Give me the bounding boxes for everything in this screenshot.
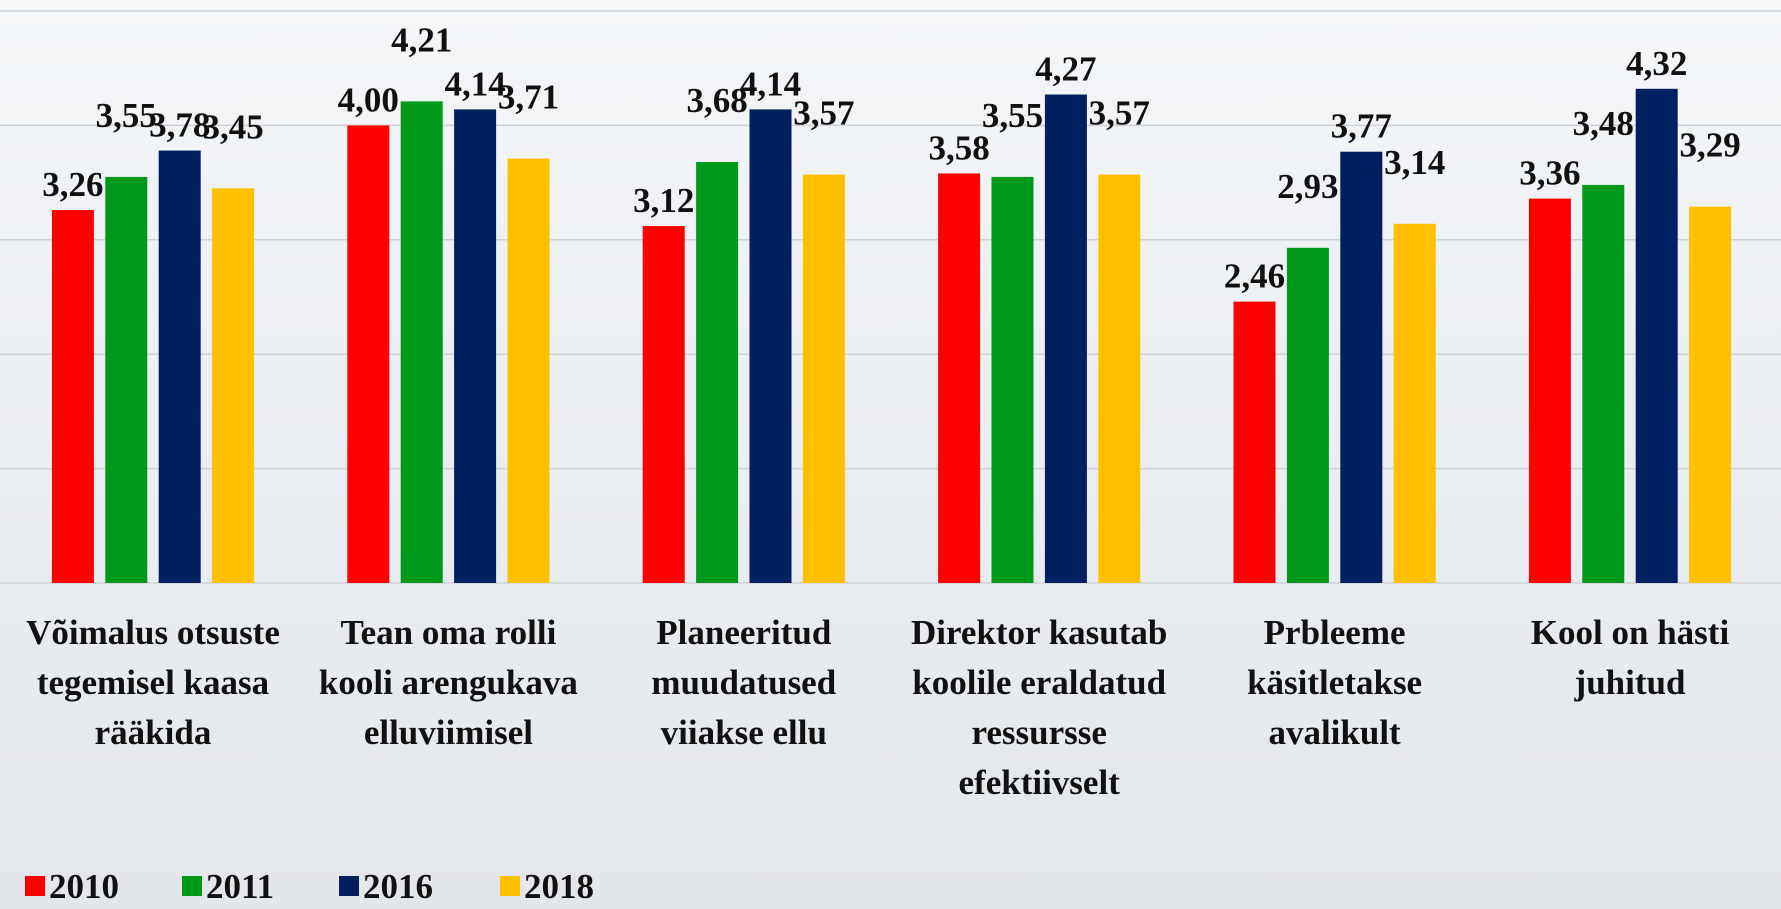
bar xyxy=(454,109,497,583)
x-tick-label: Planeeritud muudatused viiakse ellu xyxy=(651,613,837,752)
bar xyxy=(1233,301,1276,583)
x-tick-label: Direktor kasutab koolile eraldatud ressu… xyxy=(910,613,1168,802)
value-label: 3,45 xyxy=(202,107,263,146)
value-label: 3,12 xyxy=(633,181,694,220)
bar xyxy=(802,174,845,584)
bar xyxy=(1582,184,1625,583)
legend-label: 2011 xyxy=(206,867,274,906)
bar xyxy=(1393,223,1436,583)
value-label: 4,14 xyxy=(444,64,505,103)
bar xyxy=(347,125,390,584)
legend-label: 2018 xyxy=(524,867,594,906)
value-label: 3,55 xyxy=(96,96,157,135)
value-label: 3,29 xyxy=(1679,126,1740,165)
value-label: 4,21 xyxy=(391,20,452,59)
bar xyxy=(938,173,981,583)
bar xyxy=(991,176,1034,583)
value-label: 3,57 xyxy=(793,94,854,133)
x-tick-label: Kool on hästi juhitud xyxy=(1530,613,1730,702)
value-label: 3,36 xyxy=(1519,154,1580,193)
bar xyxy=(105,176,148,583)
value-label: 3,58 xyxy=(928,128,989,167)
legend-swatch xyxy=(500,876,520,896)
value-label: 3,77 xyxy=(1331,107,1392,146)
bar xyxy=(696,162,739,583)
bar xyxy=(51,210,94,583)
bar xyxy=(507,158,550,584)
value-label: 3,71 xyxy=(498,78,559,117)
value-label: 4,00 xyxy=(338,80,399,119)
x-tick-label: Võimalus otsuste tegemisel kaasa rääkida xyxy=(26,613,280,752)
bar xyxy=(158,150,201,583)
value-label: 3,78 xyxy=(149,106,210,145)
value-label: 2,46 xyxy=(1224,257,1285,296)
value-label: 3,48 xyxy=(1573,104,1634,143)
bar xyxy=(1635,88,1678,584)
x-tick-label: Prbleeme käsitletakse avalikult xyxy=(1247,613,1423,752)
bar xyxy=(400,101,443,583)
bar xyxy=(1340,151,1383,583)
legend-label: 2010 xyxy=(49,867,119,906)
legend-swatch xyxy=(182,876,202,896)
value-label: 4,14 xyxy=(740,64,801,103)
value-label: 3,57 xyxy=(1089,94,1150,133)
x-tick-label: Tean oma rolli kooli arengukava elluviim… xyxy=(318,613,578,752)
bar xyxy=(642,226,685,583)
value-label: 2,93 xyxy=(1277,167,1338,206)
value-label: 4,27 xyxy=(1035,50,1096,89)
bar xyxy=(1098,174,1141,584)
bar xyxy=(749,109,792,583)
bar xyxy=(1528,198,1571,583)
bar xyxy=(1286,247,1329,584)
bar xyxy=(1044,94,1087,584)
value-label: 4,32 xyxy=(1626,44,1687,83)
legend-label: 2016 xyxy=(363,867,433,906)
legend-swatch xyxy=(25,876,45,896)
value-label: 3,55 xyxy=(982,96,1043,135)
legend-swatch xyxy=(339,876,359,896)
bar xyxy=(212,188,255,583)
value-label: 3,68 xyxy=(686,81,747,120)
value-label: 3,14 xyxy=(1384,143,1445,182)
bar xyxy=(1689,206,1732,583)
value-label: 3,26 xyxy=(42,165,103,204)
